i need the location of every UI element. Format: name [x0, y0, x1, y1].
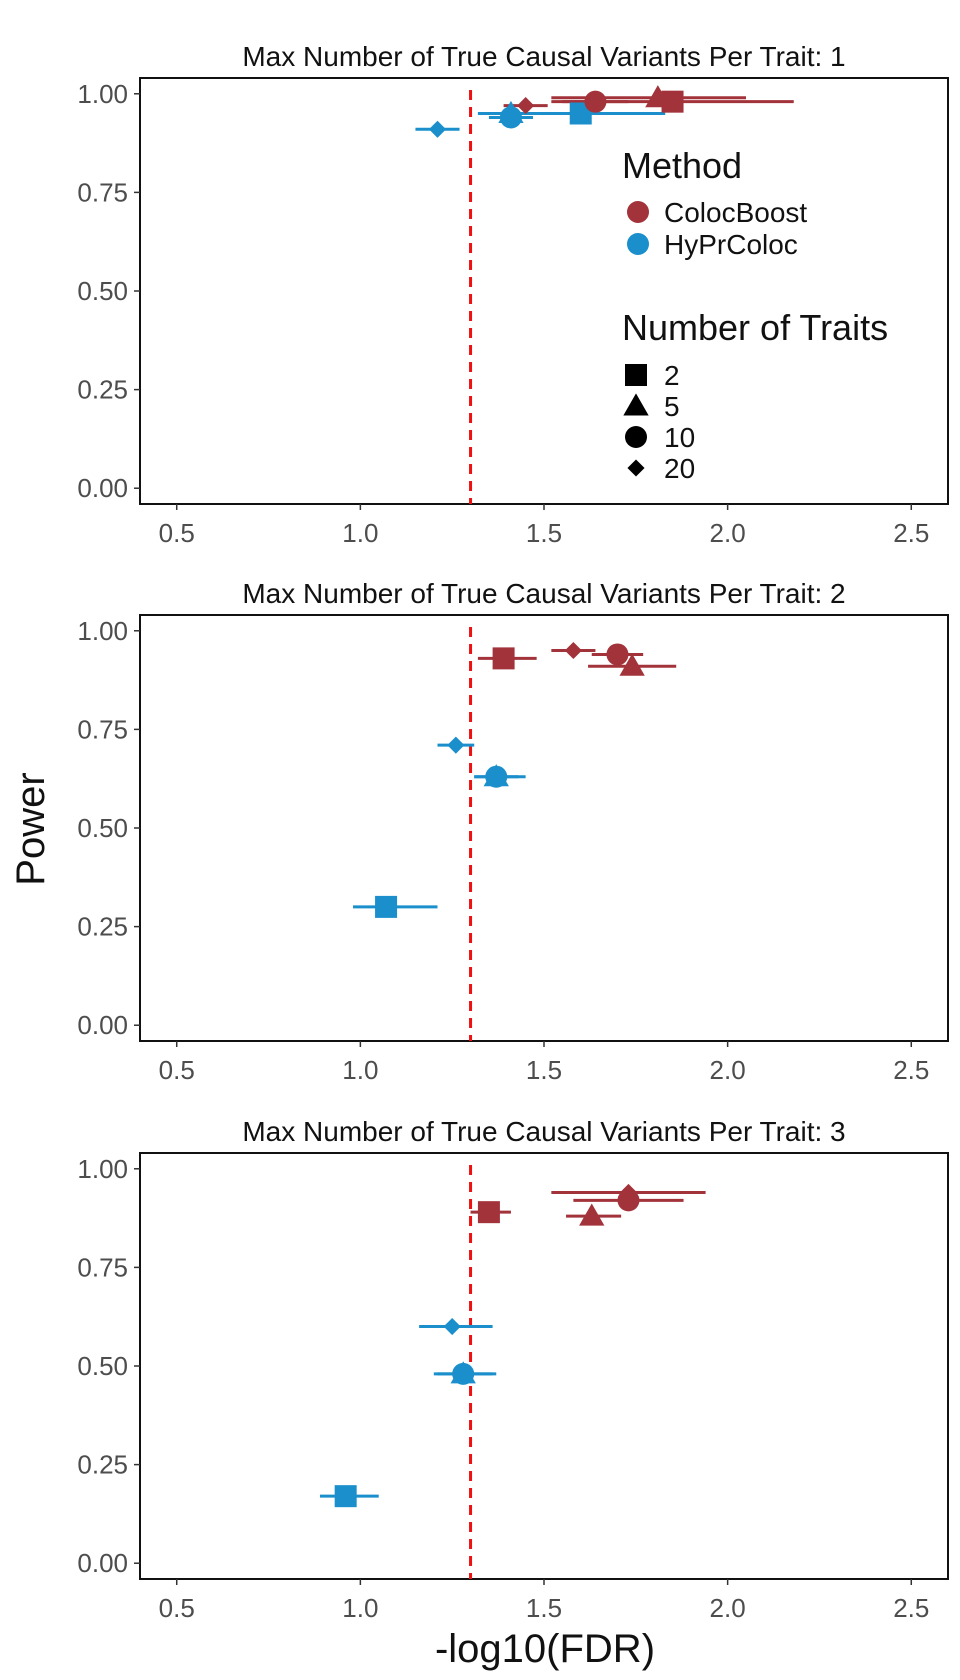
legend-method-key — [627, 201, 649, 223]
y-tick-label: 0.50 — [77, 813, 128, 843]
panel-frame — [139, 1152, 949, 1580]
legend-trait-key — [623, 393, 649, 416]
panel-2: Max Number of True Causal Variants Per T… — [77, 578, 949, 1085]
legend-method-title: Method — [622, 145, 742, 186]
y-tick-label: 0.75 — [77, 177, 128, 207]
data-point — [334, 1485, 357, 1508]
x-tick-label: 1.0 — [342, 1055, 378, 1085]
panel-title: Max Number of True Causal Variants Per T… — [242, 41, 845, 72]
legend-trait-label: 10 — [664, 422, 695, 453]
data-point — [584, 90, 607, 113]
y-tick-label: 0.50 — [77, 1351, 128, 1381]
y-tick-label: 0.25 — [77, 1450, 128, 1480]
x-tick-label: 2.0 — [710, 518, 746, 548]
panel-3: Max Number of True Causal Variants Per T… — [77, 1116, 949, 1623]
y-tick-label: 0.25 — [77, 375, 128, 405]
x-axis-title: -log10(FDR) — [435, 1627, 655, 1671]
x-tick-label: 0.5 — [159, 518, 195, 548]
data-point — [499, 106, 522, 129]
x-tick-label: 2.0 — [710, 1593, 746, 1623]
x-tick-label: 2.5 — [893, 1593, 929, 1623]
data-point — [606, 643, 629, 666]
legend-trait-key — [627, 459, 645, 477]
data-point — [569, 102, 592, 125]
legend-trait-key — [625, 364, 647, 386]
legend-method-key — [627, 233, 649, 255]
y-tick-label: 0.50 — [77, 276, 128, 306]
legend-trait-label: 20 — [664, 453, 695, 484]
data-point — [579, 1203, 605, 1226]
panel-title: Max Number of True Causal Variants Per T… — [242, 578, 845, 609]
data-point — [447, 736, 465, 754]
x-tick-label: 1.5 — [526, 1055, 562, 1085]
data-point — [375, 895, 398, 918]
legend-trait-label: 5 — [664, 391, 680, 422]
data-point — [619, 653, 645, 676]
y-tick-label: 1.00 — [77, 1154, 128, 1184]
y-tick-label: 0.00 — [77, 473, 128, 503]
panel-1: Max Number of True Causal Variants Per T… — [77, 41, 949, 548]
data-point — [619, 1183, 638, 1201]
data-point — [443, 1318, 461, 1336]
data-point — [428, 120, 447, 138]
legend-trait-label: 2 — [664, 360, 680, 391]
data-point — [517, 97, 535, 115]
y-tick-label: 0.75 — [77, 714, 128, 744]
legend-trait-key — [625, 426, 647, 448]
panel-frame — [139, 77, 949, 505]
data-point — [452, 1362, 475, 1385]
x-tick-label: 0.5 — [159, 1055, 195, 1085]
y-tick-label: 1.00 — [77, 616, 128, 646]
data-point — [564, 641, 582, 660]
x-tick-label: 2.0 — [710, 1055, 746, 1085]
data-point — [645, 85, 671, 108]
panels: Max Number of True Causal Variants Per T… — [77, 41, 949, 1623]
legend-method-label: HyPrColoc — [664, 229, 798, 260]
data-point — [477, 1201, 500, 1224]
legend-method-label: ColocBoost — [664, 197, 807, 228]
y-tick-label: 0.25 — [77, 912, 128, 942]
x-tick-label: 1.0 — [342, 1593, 378, 1623]
panel-frame — [139, 614, 949, 1042]
x-tick-label: 1.5 — [526, 1593, 562, 1623]
y-tick-label: 0.00 — [77, 1010, 128, 1040]
y-tick-label: 0.75 — [77, 1252, 128, 1282]
x-tick-label: 2.5 — [893, 518, 929, 548]
x-tick-label: 0.5 — [159, 1593, 195, 1623]
x-tick-label: 1.0 — [342, 518, 378, 548]
data-point — [485, 765, 508, 788]
x-tick-label: 1.5 — [526, 518, 562, 548]
legend-traits-title: Number of Traits — [622, 307, 888, 348]
y-axis-title: Power — [9, 772, 53, 885]
x-tick-label: 2.5 — [893, 1055, 929, 1085]
y-tick-label: 0.00 — [77, 1548, 128, 1578]
y-tick-label: 1.00 — [77, 79, 128, 109]
data-point — [492, 647, 515, 670]
panel-title: Max Number of True Causal Variants Per T… — [242, 1116, 845, 1147]
